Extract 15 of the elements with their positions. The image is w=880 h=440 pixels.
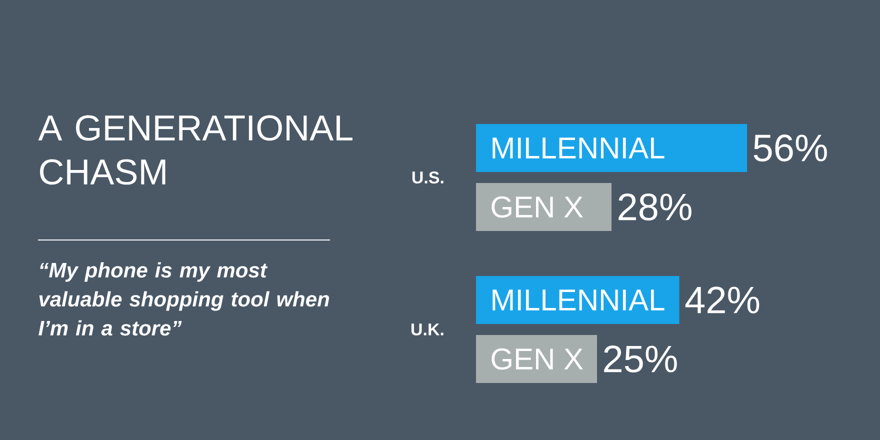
bar <box>476 124 748 172</box>
series-label: GEN X <box>492 196 583 218</box>
y-tick-label: U.S. <box>412 171 444 184</box>
data-label: 25% <box>604 346 677 372</box>
text: MILLENNIAL <box>492 290 664 310</box>
bar <box>476 335 598 383</box>
bar <box>476 183 612 231</box>
data-label: 42% <box>685 286 760 314</box>
series-label: MILLENNIAL <box>492 138 664 158</box>
text: A GENERATIONAL CHASM <box>38 115 352 185</box>
data-label: 56% <box>754 134 827 162</box>
y-tick-label: U.K. <box>411 324 444 336</box>
text: “My phone is my most valuable shopping tool when I’m in a store” <box>38 262 330 336</box>
text: GEN X <box>492 348 583 370</box>
data-label: 28% <box>618 194 692 220</box>
